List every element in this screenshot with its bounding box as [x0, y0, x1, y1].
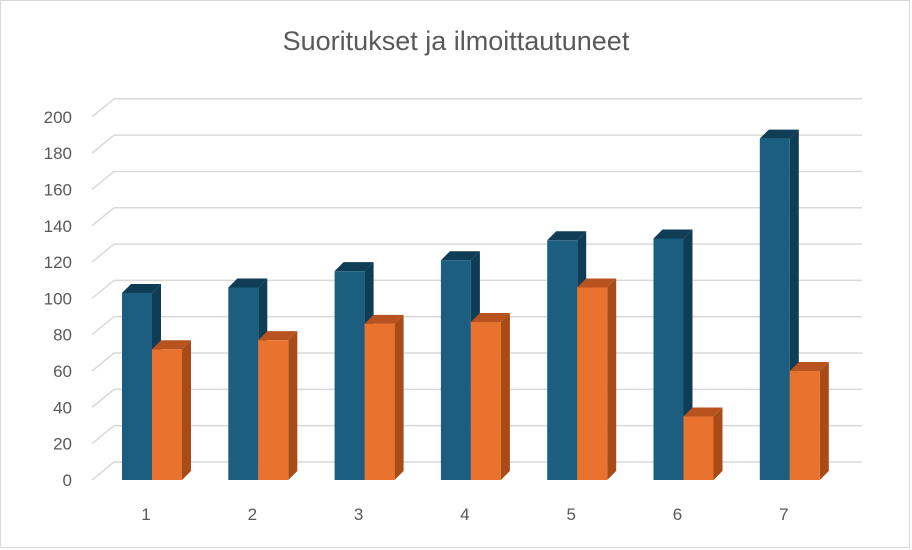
- bar-top: [440, 251, 480, 261]
- bar-top: [759, 129, 799, 139]
- gridline-slant: [91, 134, 115, 154]
- bar: [759, 129, 799, 481]
- bar: [152, 340, 191, 480]
- bar-front: [547, 240, 578, 480]
- gridline-slant: [91, 207, 115, 227]
- bars: [122, 129, 829, 481]
- bar-top: [122, 283, 161, 293]
- bar-front: [334, 271, 365, 480]
- bar: [653, 229, 693, 480]
- bar-front: [364, 323, 395, 480]
- y-tick-label: 40: [53, 398, 72, 417]
- bar-side: [819, 362, 829, 480]
- bar-side: [500, 313, 510, 480]
- bar-top: [334, 262, 374, 272]
- bar: [683, 407, 723, 480]
- y-tick-label: 100: [44, 289, 72, 308]
- bar-front: [577, 287, 608, 480]
- gridline-slant: [91, 243, 115, 263]
- bar-front: [470, 322, 501, 480]
- y-tick-label: 180: [44, 144, 72, 163]
- bar-top: [547, 231, 587, 241]
- bar: [577, 278, 617, 480]
- bar-top: [470, 313, 510, 323]
- bar-top: [228, 278, 268, 288]
- bar: [258, 331, 298, 480]
- bar-top: [789, 362, 829, 372]
- bar-front: [653, 238, 684, 480]
- bar-top: [152, 340, 191, 350]
- x-axis-tick-labels: 1 2 3 4 5 6 7: [141, 505, 788, 524]
- bar-front: [152, 349, 182, 480]
- gridline-slant: [91, 352, 115, 372]
- y-axis-tick-labels: 0 20 40 60 80 100 120 140 160 180 200: [44, 108, 72, 490]
- x-tick-label: 6: [673, 505, 682, 524]
- gridline-slant: [91, 98, 115, 118]
- y-tick-label: 120: [44, 253, 72, 272]
- bar-front: [440, 260, 471, 480]
- bar-top: [577, 278, 617, 288]
- bar-side: [713, 407, 723, 480]
- bar: [470, 313, 510, 480]
- gridline-slant: [91, 316, 115, 336]
- bar: [789, 362, 829, 480]
- bar-top: [683, 407, 723, 417]
- y-tick-label: 140: [44, 217, 72, 236]
- gridline-slant: [91, 170, 115, 191]
- bar-front: [228, 287, 259, 480]
- bar-side: [182, 340, 191, 480]
- bar-front: [759, 138, 790, 481]
- bar-top: [653, 229, 693, 239]
- bar-side: [288, 331, 298, 480]
- bar-top: [258, 331, 298, 341]
- y-tick-label: 80: [53, 326, 72, 345]
- bar-front: [122, 292, 152, 480]
- x-tick-label: 3: [354, 505, 363, 524]
- bar-top: [364, 314, 404, 324]
- x-tick-label: 2: [248, 505, 257, 524]
- bar-front: [789, 371, 820, 480]
- gridline-slant: [91, 425, 115, 445]
- bar-front: [683, 416, 714, 480]
- bar-side: [607, 278, 617, 480]
- bar-side: [394, 314, 404, 480]
- bar: [364, 314, 404, 480]
- chart-title: Suoritukset ja ilmoittautuneet: [282, 26, 630, 56]
- gridline-slant: [91, 279, 115, 299]
- y-tick-label: 20: [53, 435, 72, 454]
- y-tick-label: 160: [44, 180, 72, 199]
- y-tick-label: 60: [53, 362, 72, 381]
- x-tick-label: 5: [566, 505, 575, 524]
- y-tick-label: 0: [63, 471, 72, 490]
- bar-front: [258, 340, 289, 480]
- y-tick-label: 200: [44, 108, 72, 127]
- x-tick-label: 7: [779, 505, 788, 524]
- x-tick-label: 4: [460, 505, 469, 524]
- x-tick-label: 1: [141, 505, 150, 524]
- gridline-slant: [91, 388, 115, 408]
- gridline-slant: [91, 461, 115, 481]
